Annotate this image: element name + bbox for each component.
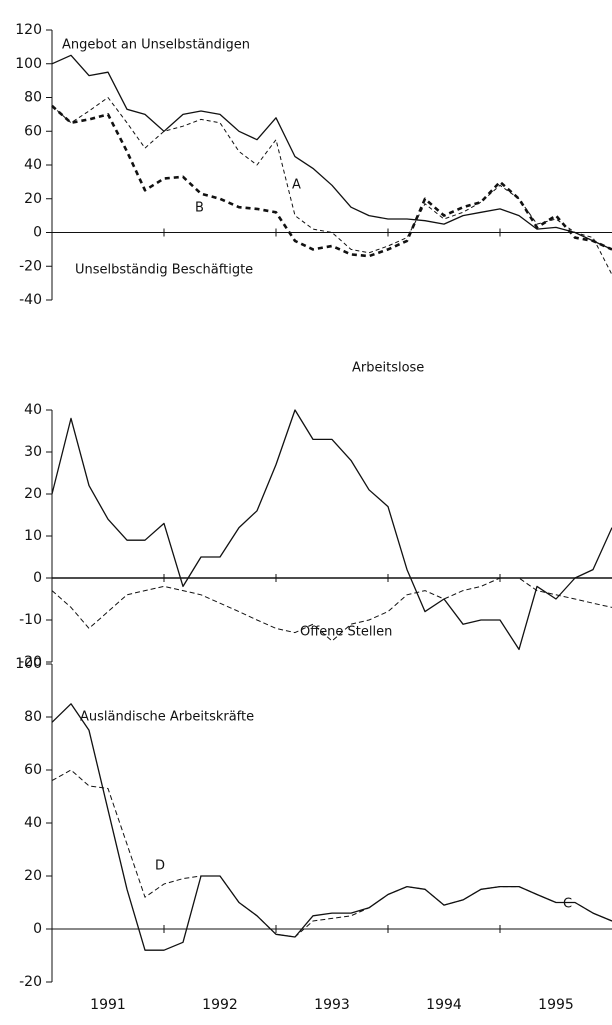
line-series bbox=[51, 769, 612, 938]
y-tick-label: 10 bbox=[24, 528, 42, 544]
y-tick-label: -40 bbox=[19, 292, 42, 308]
x-tick-label: 1993 bbox=[314, 997, 350, 1013]
annotation: Ausländische Arbeitskräfte bbox=[80, 710, 254, 725]
x-tick-label: 1992 bbox=[202, 997, 238, 1013]
y-tick-label: 120 bbox=[15, 22, 42, 38]
line-series bbox=[51, 97, 612, 275]
annotation: Angebot an Unselbständigen bbox=[62, 38, 250, 53]
annotation: B bbox=[195, 201, 204, 216]
annotation: Unselbständig Beschäftigte bbox=[75, 263, 253, 278]
series-label: Arbeitslose bbox=[352, 361, 424, 376]
y-tick-label: 60 bbox=[24, 762, 42, 778]
y-tick-label: 40 bbox=[24, 815, 42, 831]
x-tick-label: 1991 bbox=[90, 997, 126, 1013]
line-series bbox=[51, 54, 612, 250]
y-tick-label: 100 bbox=[15, 656, 42, 672]
y-tick-label: 20 bbox=[24, 191, 42, 207]
y-tick-label: -10 bbox=[19, 612, 42, 628]
x-tick-label: 1994 bbox=[426, 997, 462, 1013]
line-series bbox=[51, 409, 612, 651]
y-tick-label: -20 bbox=[19, 258, 42, 274]
y-tick-label: 20 bbox=[24, 868, 42, 884]
series-label: Offene Stellen bbox=[300, 625, 392, 640]
annotation: A bbox=[292, 178, 301, 193]
y-tick-label: 80 bbox=[24, 90, 42, 106]
line-series bbox=[51, 577, 612, 642]
y-tick-label: 80 bbox=[24, 709, 42, 725]
y-tick-label: 20 bbox=[24, 486, 42, 502]
y-tick-label: 30 bbox=[24, 444, 42, 460]
annotation: C bbox=[563, 897, 572, 912]
y-tick-label: 40 bbox=[24, 402, 42, 418]
y-tick-label: 100 bbox=[15, 56, 42, 72]
y-tick-label: -20 bbox=[19, 974, 42, 990]
line-series bbox=[51, 703, 612, 951]
line-series bbox=[51, 104, 612, 258]
y-tick-label: -20 bbox=[19, 654, 42, 670]
y-tick-label: 0 bbox=[33, 921, 42, 937]
y-tick-label: 60 bbox=[24, 123, 42, 139]
y-tick-label: 40 bbox=[24, 157, 42, 173]
annotation: D bbox=[155, 859, 165, 874]
y-tick-label: 0 bbox=[33, 225, 42, 241]
y-tick-label: 0 bbox=[33, 570, 42, 586]
x-tick-label: 1995 bbox=[538, 997, 574, 1013]
